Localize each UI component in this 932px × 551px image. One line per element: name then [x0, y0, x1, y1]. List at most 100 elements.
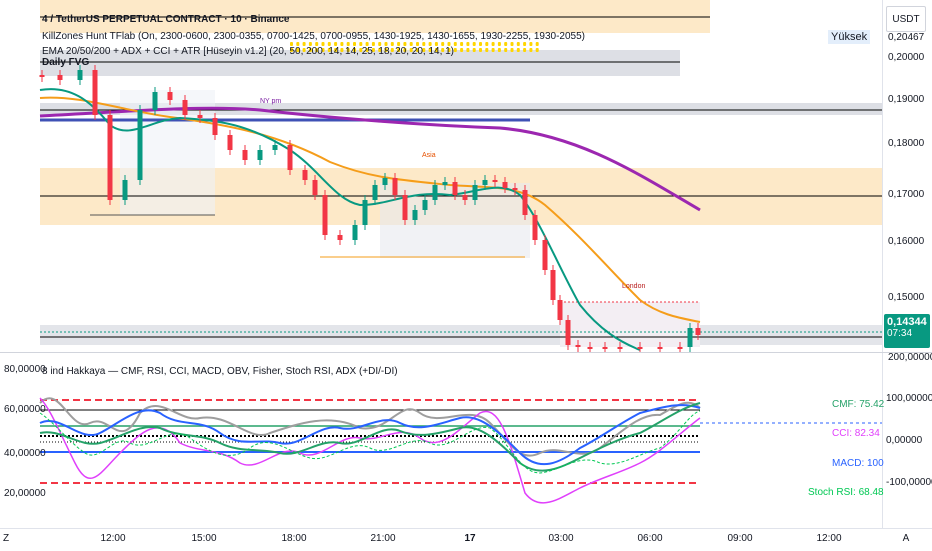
candle-body — [532, 215, 538, 240]
time-tick-4: 21:00 — [370, 533, 396, 544]
killzone-dot — [340, 48, 344, 52]
candle-body — [167, 92, 173, 100]
candle-body — [107, 115, 113, 200]
candle-body — [302, 170, 308, 180]
indicator-fvg[interactable]: Daily FVG — [42, 57, 90, 68]
killzone-dot — [346, 42, 350, 46]
candle-body — [432, 185, 438, 200]
macd-value-label: MACD: 100 — [832, 458, 884, 469]
killzone-dot — [371, 42, 375, 46]
candle-body — [695, 328, 701, 335]
symbol-title[interactable]: 4 / TetherUS PERPETUAL CONTRACT · 10 · B… — [42, 14, 290, 25]
candle-body — [512, 188, 518, 190]
killzone-dot — [321, 48, 325, 52]
killzone-dot — [321, 42, 325, 46]
killzone-dot — [365, 42, 369, 46]
price-tick-5: 0,16000 — [888, 236, 925, 247]
killzone-dot — [403, 48, 407, 52]
current-price-value: 0,14344 — [887, 316, 927, 328]
killzone-dot — [359, 42, 363, 46]
candle-body — [677, 347, 683, 349]
price-axis[interactable] — [882, 0, 932, 352]
candle-body — [122, 180, 128, 200]
oscillator-title[interactable]: 8 ind Hakkaya — CMF, RSI, CCI, MACD, OBV… — [42, 366, 398, 377]
killzone-dot — [535, 48, 539, 52]
killzone-dot — [497, 48, 501, 52]
osc-left-tick-4: 20,00000 — [4, 488, 46, 499]
candle-body — [372, 185, 378, 200]
killzone-dot — [409, 42, 413, 46]
killzone-dot — [378, 48, 382, 52]
high-value: 0,20467 — [888, 32, 925, 43]
candle-body — [92, 70, 98, 115]
killzone-dot — [416, 42, 419, 46]
price-chart-pane[interactable]: NY pm Asia London 4 / TetherUS PERPETUAL… — [0, 0, 932, 363]
killzone-dot — [315, 42, 319, 46]
killzone-dot — [334, 48, 338, 52]
time-tick-9: 12:00 — [816, 533, 842, 544]
killzone-dots — [290, 42, 539, 52]
candle-body — [452, 182, 458, 195]
osc-right-top: 200,00000 — [888, 352, 932, 363]
killzone-dot — [434, 48, 438, 52]
candle-body — [422, 200, 428, 210]
killzone-dot — [485, 42, 489, 46]
killzone-dot — [479, 48, 482, 52]
osc-left-tick-1: 80,00000 — [4, 364, 46, 375]
session-label-london: London — [622, 283, 645, 290]
killzone-dot — [308, 48, 312, 52]
time-tick-3: 18:00 — [281, 533, 307, 544]
oscillator-pane[interactable]: 8 ind Hakkaya — CMF, RSI, CCI, MACD, OBV… — [0, 352, 932, 529]
corner-left[interactable]: Z — [2, 533, 10, 544]
killzone-dot — [523, 48, 527, 52]
indicator-killzones[interactable]: KillZones Hunt TFlab (On, 2300-0600, 230… — [42, 31, 585, 42]
killzone-dot — [290, 42, 293, 46]
currency-button[interactable]: USDT — [886, 6, 926, 32]
fvg-zone-1 — [40, 50, 680, 76]
cci-value-label: CCI: 82.34 — [832, 428, 880, 439]
osc-right-tick-3: -100,00000 — [886, 477, 932, 488]
candle-body — [442, 182, 448, 185]
candle-body — [272, 145, 278, 150]
osc-left-tick-2: 60,00000 — [4, 404, 46, 415]
corner-right[interactable]: A — [902, 533, 910, 544]
killzone-dot — [353, 42, 356, 46]
killzone-dot — [296, 48, 300, 52]
candle-body — [77, 70, 83, 80]
candle-body — [587, 347, 593, 349]
killzone-dot — [422, 48, 426, 52]
ema200-line — [39, 106, 701, 212]
candle-body — [57, 75, 63, 80]
killzone-dot — [334, 42, 338, 46]
killzone-dot — [390, 48, 394, 52]
indicator-ema[interactable]: EMA 20/50/200 + ADX + CCI + ATR [Hüseyin… — [42, 46, 455, 57]
bar-countdown: 07:34 — [887, 328, 913, 339]
killzone-dot — [441, 48, 445, 52]
candle-body — [502, 182, 508, 188]
time-axis[interactable]: Z 12:00 15:00 18:00 21:00 17 03:00 06:00… — [0, 528, 932, 551]
candle-body — [197, 115, 203, 118]
killzone-dot — [491, 48, 495, 52]
session-label-asia: Asia — [422, 152, 436, 159]
fvg-zone-2 — [40, 103, 882, 115]
candle-body — [522, 190, 528, 215]
killzone-dot — [308, 42, 312, 46]
price-tick-6: 0,15000 — [888, 292, 925, 303]
osc-right-axis[interactable] — [882, 353, 932, 529]
killzone-dot — [479, 42, 482, 46]
killzone-dot — [422, 42, 426, 46]
price-tick-1: 0,20000 — [888, 52, 925, 63]
oscillator-canvas[interactable] — [0, 353, 932, 529]
candle-body — [137, 110, 143, 180]
killzone-dot — [434, 42, 438, 46]
killzone-dot — [359, 48, 363, 52]
candle-body — [392, 178, 398, 195]
killzone-dot — [390, 42, 394, 46]
candle-body — [550, 270, 556, 300]
killzone-dot — [497, 42, 501, 46]
killzone-dot — [447, 42, 451, 46]
killzone-dot — [428, 42, 432, 46]
killzone-dot — [302, 48, 306, 52]
killzone-dot — [529, 48, 533, 52]
price-chart-canvas[interactable]: NY pm Asia London — [0, 0, 932, 354]
